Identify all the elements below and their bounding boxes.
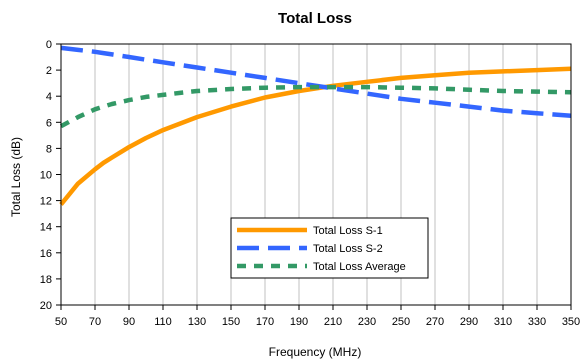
y-tick-label: 4 xyxy=(46,91,52,103)
x-tick-label: 190 xyxy=(290,316,308,328)
x-tick-label: 270 xyxy=(426,316,444,328)
x-tick-label: 330 xyxy=(528,316,546,328)
x-tick-label: 350 xyxy=(562,316,580,328)
y-tick-label: 10 xyxy=(40,170,52,182)
series-line-total-loss-s-2 xyxy=(60,45,572,119)
legend-label: Total Loss S-2 xyxy=(313,243,383,255)
x-tick-label: 250 xyxy=(392,316,410,328)
x-tick-label: 90 xyxy=(123,316,135,328)
x-tick-label: 290 xyxy=(460,316,478,328)
x-tick-label: 150 xyxy=(222,316,240,328)
y-tick-label: 0 xyxy=(46,39,52,51)
series-lines xyxy=(59,45,572,206)
series-line-total-loss-s-1 xyxy=(59,66,572,206)
legend: Total Loss S-1 Total Loss S-2 Total Loss A… xyxy=(230,217,429,279)
x-tick-label: 50 xyxy=(55,316,67,328)
y-tick-label: 8 xyxy=(46,143,52,155)
x-tick-label: 130 xyxy=(188,316,206,328)
y-tick-label: 12 xyxy=(40,196,52,208)
chart-title: Total Loss xyxy=(278,10,352,27)
x-axis-label: Frequency (MHz) xyxy=(269,345,362,359)
y-tick-label: 16 xyxy=(40,248,52,260)
x-tick-label: 110 xyxy=(154,316,172,328)
y-axis-label: Total Loss (dB) xyxy=(9,137,23,217)
x-tick-label: 210 xyxy=(324,316,342,328)
x-tick-label: 170 xyxy=(256,316,274,328)
legend-label: Total Loss Average xyxy=(313,261,406,273)
legend-label: Total Loss S-1 xyxy=(313,225,383,237)
axes xyxy=(56,43,572,310)
series-line-total-loss-average xyxy=(59,84,572,129)
y-tick-label: 18 xyxy=(40,274,52,286)
y-tick-label: 20 xyxy=(40,300,52,312)
y-tick-label: 14 xyxy=(40,222,52,234)
x-tick-label: 230 xyxy=(358,316,376,328)
y-tick-label: 6 xyxy=(46,117,52,129)
x-tick-label: 310 xyxy=(494,316,512,328)
y-tick-label: 2 xyxy=(46,65,52,77)
x-tick-label: 70 xyxy=(89,316,101,328)
